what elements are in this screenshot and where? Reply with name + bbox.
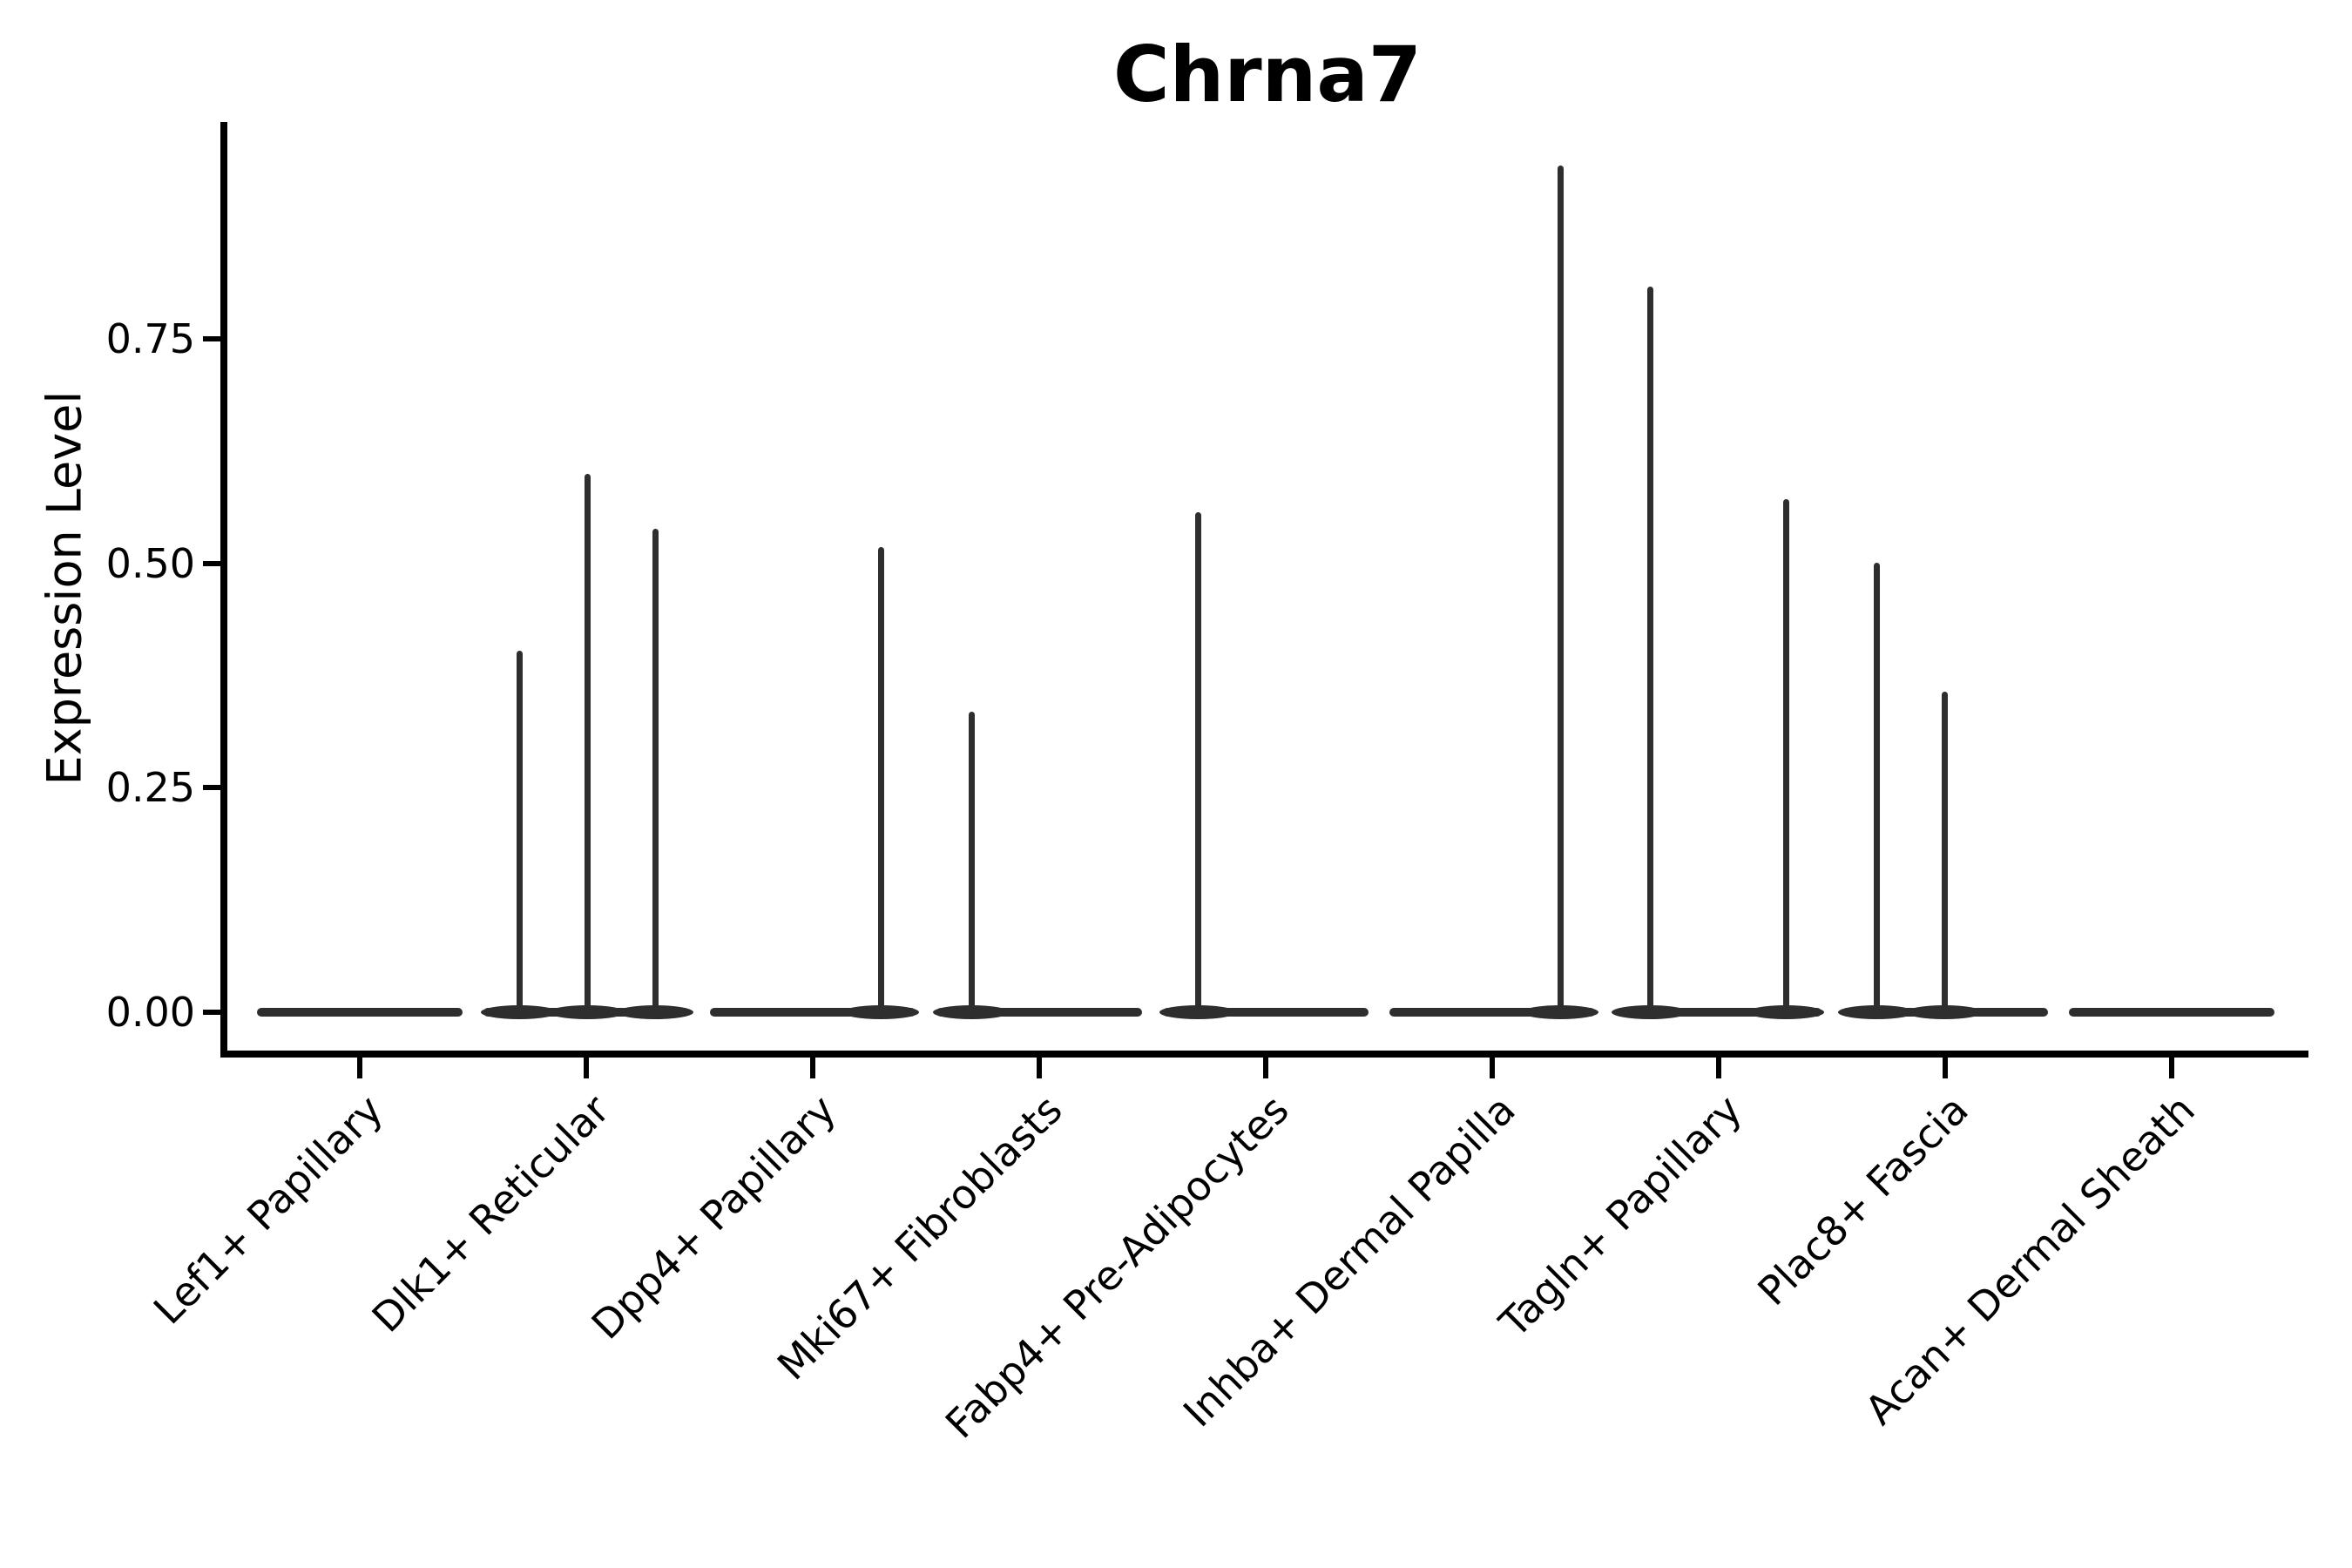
x-tick-mark	[1943, 1058, 1948, 1078]
y-tick-mark	[203, 785, 222, 791]
y-tick-label: 0.75	[105, 314, 195, 362]
violin-baseline	[936, 1008, 1142, 1017]
x-tick-mark	[810, 1058, 815, 1078]
y-tick-label: 0.50	[105, 539, 195, 587]
expression-spike	[1194, 511, 1201, 1016]
x-tick-mark	[1263, 1058, 1268, 1078]
y-tick-label: 0.25	[105, 764, 195, 812]
y-tick-mark	[203, 1010, 222, 1015]
violin-baseline	[710, 1008, 916, 1017]
x-tick-mark	[357, 1058, 362, 1078]
x-tick-mark	[1490, 1058, 1495, 1078]
y-axis-line	[220, 122, 227, 1058]
chart-title: Chrna7	[1113, 30, 1422, 119]
x-tick-mark	[2169, 1058, 2174, 1078]
expression-spike	[1557, 166, 1564, 1016]
violin-baseline	[1163, 1008, 1369, 1017]
violin-baseline	[2069, 1008, 2274, 1017]
violin-baseline	[1389, 1008, 1595, 1017]
x-tick-mark	[584, 1058, 589, 1078]
y-tick-mark	[203, 335, 222, 341]
expression-spike	[968, 711, 975, 1016]
expression-spike	[584, 473, 591, 1016]
x-tick-mark	[1037, 1058, 1042, 1078]
y-axis-label: Expression Level	[37, 390, 92, 786]
violin-baseline	[1616, 1008, 1821, 1017]
expression-spike	[516, 650, 523, 1016]
expression-spike	[1782, 499, 1789, 1016]
expression-spike	[1941, 692, 1948, 1016]
x-tick-mark	[1716, 1058, 1721, 1078]
x-axis-line	[220, 1051, 2308, 1058]
y-tick-label: 0.00	[105, 989, 195, 1036]
violin-baseline	[257, 1008, 463, 1017]
expression-spike	[1873, 562, 1880, 1016]
expression-spike	[1646, 287, 1653, 1016]
expression-spike	[877, 547, 884, 1016]
y-tick-mark	[203, 560, 222, 566]
expression-spike	[652, 529, 659, 1016]
